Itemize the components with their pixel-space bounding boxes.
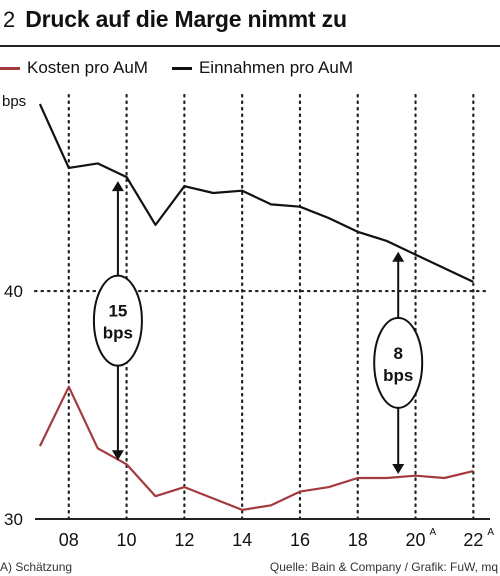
annotation-unit: bps xyxy=(103,324,133,343)
legend: Kosten pro AuM Einnahmen pro AuM xyxy=(0,56,500,80)
title-row: 2 Druck auf die Marge nimmt zu xyxy=(0,0,500,40)
x-tick-label-18: 18 xyxy=(348,530,368,550)
legend-swatch-kosten xyxy=(0,66,20,70)
source-credit: Quelle: Bain & Company / Grafik: FuW, mq xyxy=(269,560,498,574)
x-tick-label-16: 16 xyxy=(290,530,310,550)
grid-layer xyxy=(33,93,492,521)
x-tick-label-10: 10 xyxy=(117,530,137,550)
legend-swatch-einnahmen xyxy=(171,66,192,70)
y-axis-label: bps xyxy=(2,93,26,110)
series-layer xyxy=(38,103,474,511)
annotation-ellipse xyxy=(373,316,424,409)
axis-layer: bps 30 40 08 10 12 14 16 18 20 A 22 A xyxy=(2,93,494,550)
annotation-unit: bps xyxy=(383,366,413,385)
footer: A) Schätzung Quelle: Bain & Company / Gr… xyxy=(0,558,500,576)
x-tick-label-08: 08 xyxy=(59,530,79,550)
legend-item-kosten: Kosten pro AuM xyxy=(0,58,148,78)
annotation-arrowhead-up xyxy=(111,181,124,192)
annotation-arrowhead-down xyxy=(111,450,124,461)
legend-label-kosten: Kosten pro AuM xyxy=(27,58,148,77)
y-tick-label-40: 40 xyxy=(4,282,23,301)
x-tick-label-12: 12 xyxy=(174,530,194,550)
series-line-kosten xyxy=(38,385,474,511)
legend-item-einnahmen: Einnahmen pro AuM xyxy=(171,58,354,78)
chart-title: Druck auf die Marge nimmt zu xyxy=(25,6,347,32)
annotation-arrowhead-down xyxy=(392,463,405,474)
x-tick-label-14: 14 xyxy=(232,530,252,550)
annotation-layer: 15 bps 8 bps xyxy=(92,181,424,474)
annotation-value: 15 xyxy=(108,302,127,321)
footnote: A) Schätzung xyxy=(0,560,73,574)
legend-label-einnahmen: Einnahmen pro AuM xyxy=(198,58,354,77)
annotation-ellipse xyxy=(92,274,143,367)
y-tick-label-30: 30 xyxy=(4,510,23,529)
annotation-gap-1: 15 bps xyxy=(92,181,143,461)
figure-number: 2 xyxy=(3,7,16,32)
annotation-arrowhead-up xyxy=(392,251,405,262)
x-tick-label-20: 20 xyxy=(406,530,426,550)
annotation-value: 8 xyxy=(393,344,402,363)
x-tick-sup-20: A xyxy=(430,527,437,538)
annotation-gap-2: 8 bps xyxy=(373,251,424,474)
series-line-einnahmen xyxy=(38,103,474,283)
title-rule xyxy=(0,45,500,47)
x-tick-label-22: 22 xyxy=(463,530,483,550)
x-tick-sup-22: A xyxy=(487,527,494,538)
